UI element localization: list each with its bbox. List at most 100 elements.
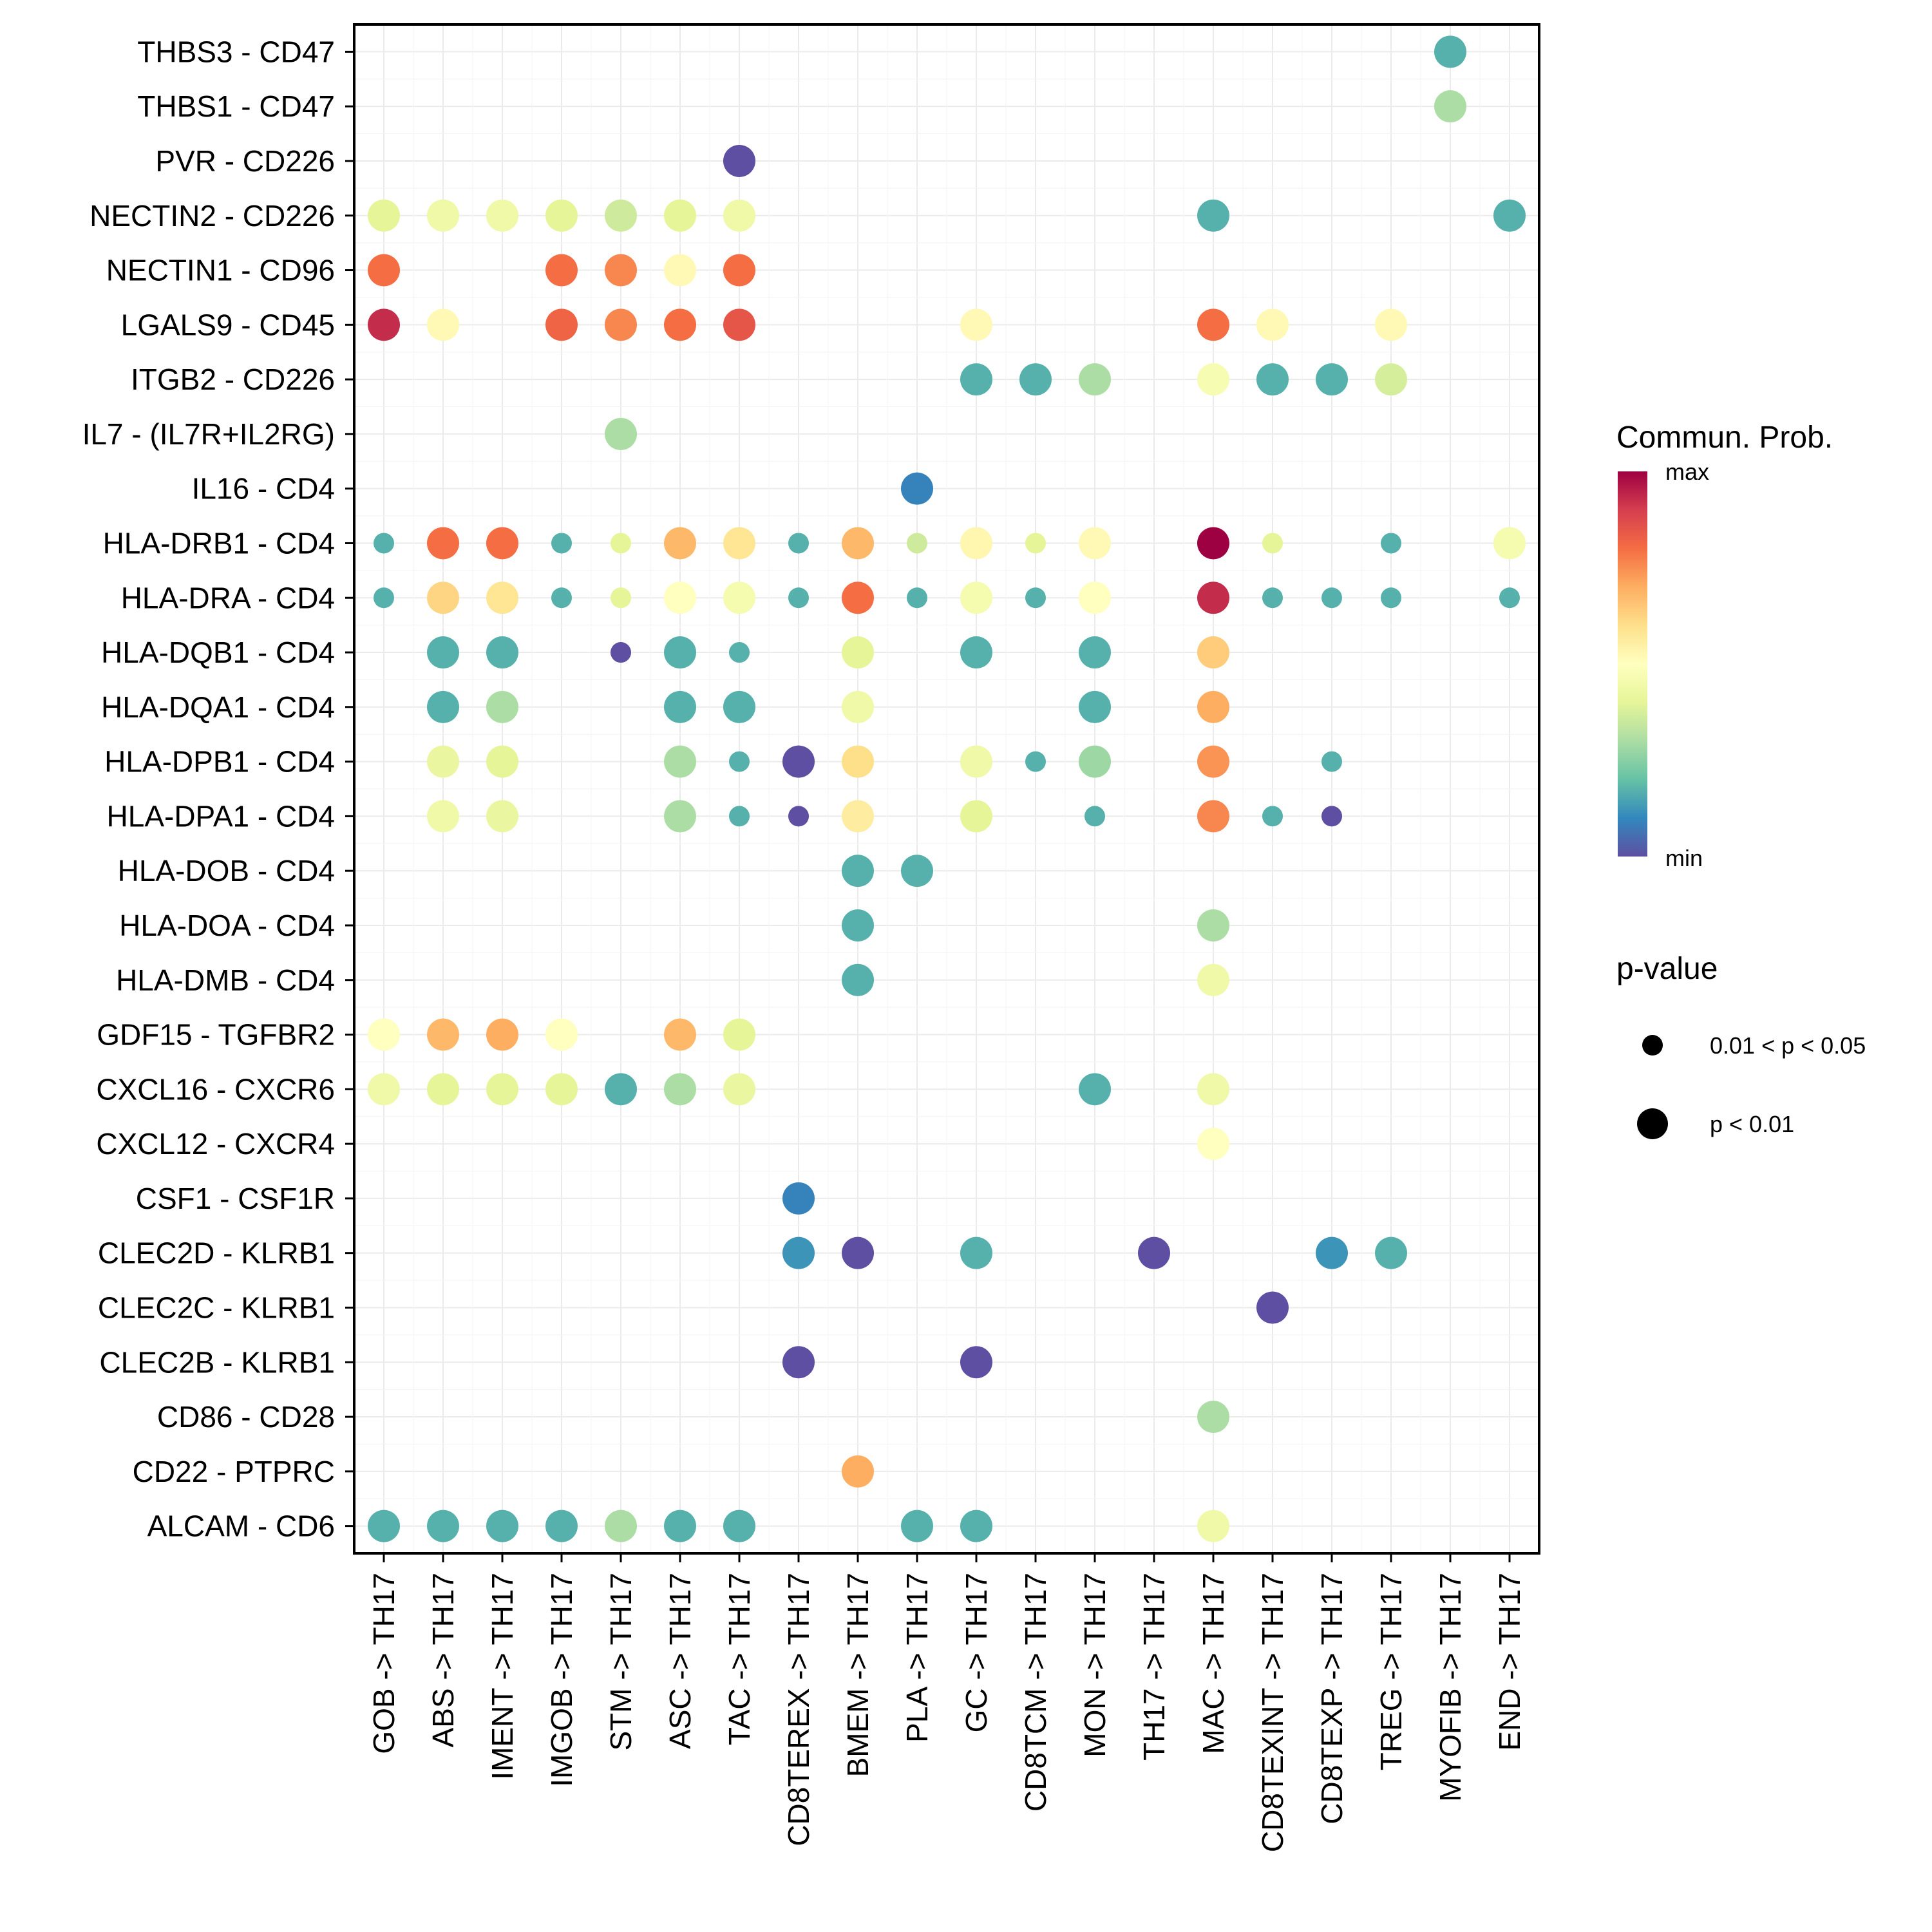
- data-point: [664, 800, 696, 833]
- x-axis: GOB -> TH17 ABS -> TH17 IMENT -> TH17 IMGOB…: [367, 1553, 1526, 1852]
- data-point: [1197, 199, 1229, 232]
- data-points: [368, 35, 1526, 1542]
- data-point: [1197, 745, 1229, 778]
- data-point: [723, 1018, 755, 1051]
- data-point: [782, 745, 815, 778]
- data-point: [1025, 587, 1046, 609]
- data-point: [368, 308, 400, 341]
- data-point: [545, 1073, 578, 1106]
- data-point: [486, 636, 518, 669]
- x-tick-label: GC -> TH17: [960, 1573, 993, 1732]
- data-point: [664, 1073, 696, 1106]
- data-point: [1434, 90, 1466, 123]
- y-tick-label: CXCL16 - CXCR6: [96, 1072, 335, 1106]
- x-tick-label: IMGOB -> TH17: [545, 1573, 578, 1787]
- y-tick-label: HLA-DPB1 - CD4: [104, 745, 335, 779]
- data-point: [1197, 582, 1229, 614]
- data-point: [723, 527, 755, 560]
- x-tick-label: CD8TEXINT -> TH17: [1256, 1573, 1289, 1852]
- y-tick-label: HLA-DRA - CD4: [121, 581, 335, 614]
- size-legend-large-label: p < 0.01: [1710, 1111, 1794, 1137]
- data-point: [788, 533, 809, 554]
- color-legend-min: min: [1665, 845, 1703, 871]
- data-point: [1316, 363, 1348, 396]
- x-tick-label: STM -> TH17: [604, 1573, 638, 1751]
- size-legend-title: p-value: [1616, 952, 1718, 986]
- data-point: [427, 1510, 459, 1542]
- y-tick-label: HLA-DMB - CD4: [116, 963, 335, 997]
- x-tick-label: END -> TH17: [1493, 1573, 1526, 1751]
- y-tick-label: HLA-DOB - CD4: [118, 854, 335, 887]
- data-point: [374, 587, 394, 609]
- data-point: [729, 642, 750, 663]
- data-point: [1025, 751, 1046, 772]
- y-tick-label: CD22 - PTPRC: [133, 1455, 335, 1488]
- data-point: [960, 1346, 992, 1379]
- data-point: [486, 527, 518, 560]
- data-point: [723, 582, 755, 614]
- data-point: [1375, 1236, 1407, 1269]
- data-point: [729, 751, 750, 772]
- y-tick-label: IL7 - (IL7R+IL2RG): [82, 417, 335, 451]
- y-tick-label: CLEC2D - KLRB1: [98, 1236, 335, 1270]
- data-point: [486, 745, 518, 778]
- data-point: [664, 1018, 696, 1051]
- data-point: [1084, 806, 1105, 827]
- data-point: [427, 582, 459, 614]
- data-point: [1256, 363, 1289, 396]
- data-point: [1316, 1236, 1348, 1269]
- data-point: [427, 1018, 459, 1051]
- data-point: [723, 1073, 755, 1106]
- plot-frame: [353, 23, 1540, 1555]
- data-point: [368, 254, 400, 287]
- grid-lines: [354, 24, 1540, 1554]
- data-point: [427, 527, 459, 560]
- y-tick-label: HLA-DPA1 - CD4: [107, 799, 335, 833]
- data-point: [1197, 1401, 1229, 1434]
- y-tick-label: PVR - CD226: [155, 144, 335, 178]
- data-point: [1079, 690, 1111, 723]
- data-point: [605, 254, 637, 287]
- y-tick-label: GDF15 - TGFBR2: [97, 1018, 335, 1052]
- data-point: [1079, 1073, 1111, 1106]
- size-legend-small-label: 0.01 < p < 0.05: [1710, 1032, 1866, 1059]
- x-tick-label: TAC -> TH17: [723, 1573, 756, 1745]
- y-tick-label: HLA-DOA - CD4: [119, 909, 335, 942]
- data-point: [842, 909, 874, 942]
- data-point: [427, 308, 459, 341]
- y-axis: THBS3 - CD47 THBS1 - CD47 PVR - CD226 NECTI…: [82, 35, 354, 1543]
- data-point: [960, 582, 992, 614]
- data-point: [1138, 1236, 1170, 1269]
- data-point: [427, 745, 459, 778]
- color-bar: [1618, 471, 1647, 857]
- data-point: [960, 527, 992, 560]
- data-point: [664, 527, 696, 560]
- data-point: [842, 855, 874, 887]
- data-point: [664, 1510, 696, 1542]
- x-tick-label: IMENT -> TH17: [486, 1573, 519, 1780]
- data-point: [842, 636, 874, 669]
- x-tick-label: ASC -> TH17: [663, 1573, 697, 1749]
- data-point: [1197, 1510, 1229, 1542]
- color-legend-title: Commun. Prob.: [1616, 421, 1833, 455]
- y-tick-label: HLA-DQB1 - CD4: [101, 636, 335, 669]
- y-tick-label: NECTIN1 - CD96: [106, 254, 335, 287]
- y-tick-label: CD86 - CD28: [157, 1400, 335, 1434]
- data-point: [782, 1236, 815, 1269]
- data-point: [1197, 963, 1229, 996]
- data-point: [545, 1018, 578, 1051]
- x-tick-label: CD8TCM -> TH17: [1019, 1573, 1052, 1812]
- data-point: [1381, 533, 1401, 554]
- x-tick-label: MYOFIB -> TH17: [1434, 1573, 1467, 1802]
- data-point: [907, 533, 927, 554]
- x-tick-label: ABS -> TH17: [426, 1573, 460, 1747]
- y-tick-label: THBS3 - CD47: [137, 35, 335, 68]
- data-point: [368, 1510, 400, 1542]
- y-tick-label: CSF1 - CSF1R: [136, 1182, 335, 1215]
- data-point: [664, 582, 696, 614]
- data-point: [723, 1510, 755, 1542]
- data-point: [605, 417, 637, 450]
- data-point: [960, 363, 992, 396]
- data-point: [788, 587, 809, 609]
- data-point: [1262, 533, 1283, 554]
